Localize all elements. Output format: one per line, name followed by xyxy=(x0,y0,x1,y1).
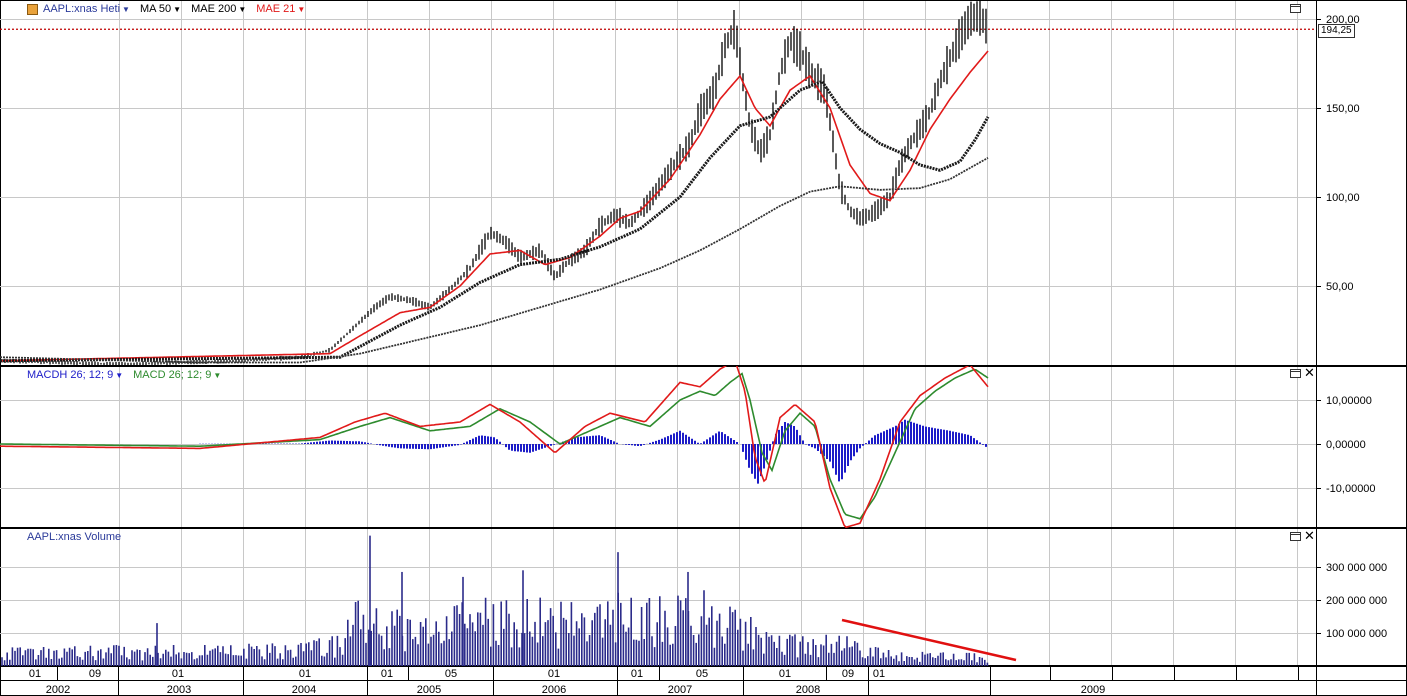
ma50-line xyxy=(0,79,990,363)
price-legend: AAPL:xnas Heti ▼ MA 50 ▼ MAE 200 ▼ MAE 2… xyxy=(27,3,305,15)
y-tick-label: 200,00 xyxy=(1326,14,1360,26)
month-label: 05 xyxy=(445,668,457,680)
y-tick-label: 10,00000 xyxy=(1326,395,1372,407)
year-label: 2002 xyxy=(46,684,70,696)
dropdown-arrow-icon: ▼ xyxy=(173,4,182,14)
dropdown-arrow-icon: ▼ xyxy=(115,370,124,380)
dropdown-arrow-icon: ▼ xyxy=(238,4,247,14)
volume-bars xyxy=(1,590,989,666)
macdh-indicator[interactable]: MACDH 26; 12; 9 ▼ xyxy=(27,369,123,381)
symbol-label: AAPL:xnas Heti xyxy=(43,3,121,15)
y-tick-label: 100,00 xyxy=(1326,192,1360,204)
year-label: 2004 xyxy=(292,684,316,696)
price-bars xyxy=(1,0,987,366)
maximize-icon[interactable] xyxy=(1290,532,1301,541)
y-tick-label: 200 000 000 xyxy=(1326,595,1387,607)
macd-indicator[interactable]: MACD 26; 12; 9 ▼ xyxy=(133,369,221,381)
time-axis: 01 09 01 01 01 05 01 01 05 01 09 01 2002 2003 2004 2005… xyxy=(0,666,1407,696)
month-label: 09 xyxy=(842,668,854,680)
close-icon[interactable]: ✕ xyxy=(1304,529,1315,544)
y-tick-label: 0,00000 xyxy=(1326,439,1366,451)
macd-panel[interactable]: 10,00000 0,00000 -10,00000 xyxy=(0,366,1407,528)
y-tick-label: 50,00 xyxy=(1326,281,1354,293)
month-label: 01 xyxy=(548,668,560,680)
dropdown-arrow-icon: ▼ xyxy=(213,370,222,380)
ma50-indicator[interactable]: MA 50 ▼ xyxy=(140,3,181,15)
month-label: 01 xyxy=(29,668,41,680)
year-label: 2007 xyxy=(668,684,692,696)
macdh-histogram xyxy=(199,419,987,484)
dropdown-arrow-icon: ▼ xyxy=(297,4,306,14)
chart-icon xyxy=(27,3,38,15)
mae200-line xyxy=(0,157,989,364)
macd-legend: MACDH 26; 12; 9 ▼ MACD 26; 12; 9 ▼ xyxy=(27,369,221,381)
year-label: 2008 xyxy=(796,684,820,696)
year-label: 2006 xyxy=(542,684,566,696)
symbol-selector[interactable]: AAPL:xnas Heti ▼ xyxy=(27,3,130,15)
panel-border xyxy=(0,0,1407,366)
mae200-label: MAE 200 xyxy=(191,3,237,15)
price-panel[interactable]: 200,00 150,00 100,00 50,00 xyxy=(0,0,1407,366)
y-tick-label: 100 000 000 xyxy=(1326,628,1387,640)
month-label: 01 xyxy=(381,668,393,680)
month-label: 09 xyxy=(89,668,101,680)
close-icon[interactable]: ✕ xyxy=(1304,366,1315,381)
volume-indicator[interactable]: AAPL:xnas Volume xyxy=(27,531,121,543)
mae200-indicator[interactable]: MAE 200 ▼ xyxy=(191,3,246,15)
month-label: 05 xyxy=(696,668,708,680)
year-label: 2005 xyxy=(417,684,441,696)
maximize-icon[interactable] xyxy=(1290,4,1301,13)
dropdown-arrow-icon: ▼ xyxy=(122,4,130,14)
volume-panel[interactable]: 300 000 000 200 000 000 100 000 000 xyxy=(0,528,1407,666)
y-tick-label: 150,00 xyxy=(1326,103,1360,115)
y-tick-label: -10,00000 xyxy=(1326,483,1376,495)
current-price-tag: 194,25 xyxy=(1318,24,1355,38)
macdh-label: MACDH 26; 12; 9 xyxy=(27,369,114,381)
maximize-icon[interactable] xyxy=(1290,369,1301,378)
volume-trendline xyxy=(841,618,1017,662)
mae21-line xyxy=(0,50,989,362)
mae21-indicator[interactable]: MAE 21 ▼ xyxy=(256,3,305,15)
month-label: 01 xyxy=(172,668,184,680)
year-label: 2003 xyxy=(167,684,191,696)
y-tick-label: 300 000 000 xyxy=(1326,562,1387,574)
macd-label: MACD 26; 12; 9 xyxy=(133,369,212,381)
volume-label: AAPL:xnas Volume xyxy=(27,531,122,543)
month-label: 01 xyxy=(873,668,885,680)
mae21-label: MAE 21 xyxy=(256,3,296,15)
ma50-label: MA 50 xyxy=(139,3,172,15)
month-label: 01 xyxy=(631,668,643,680)
month-label: 01 xyxy=(779,668,791,680)
volume-legend: AAPL:xnas Volume xyxy=(27,531,121,543)
signal-line xyxy=(0,366,989,528)
year-label: 2009 xyxy=(1081,684,1105,696)
month-label: 01 xyxy=(299,668,311,680)
